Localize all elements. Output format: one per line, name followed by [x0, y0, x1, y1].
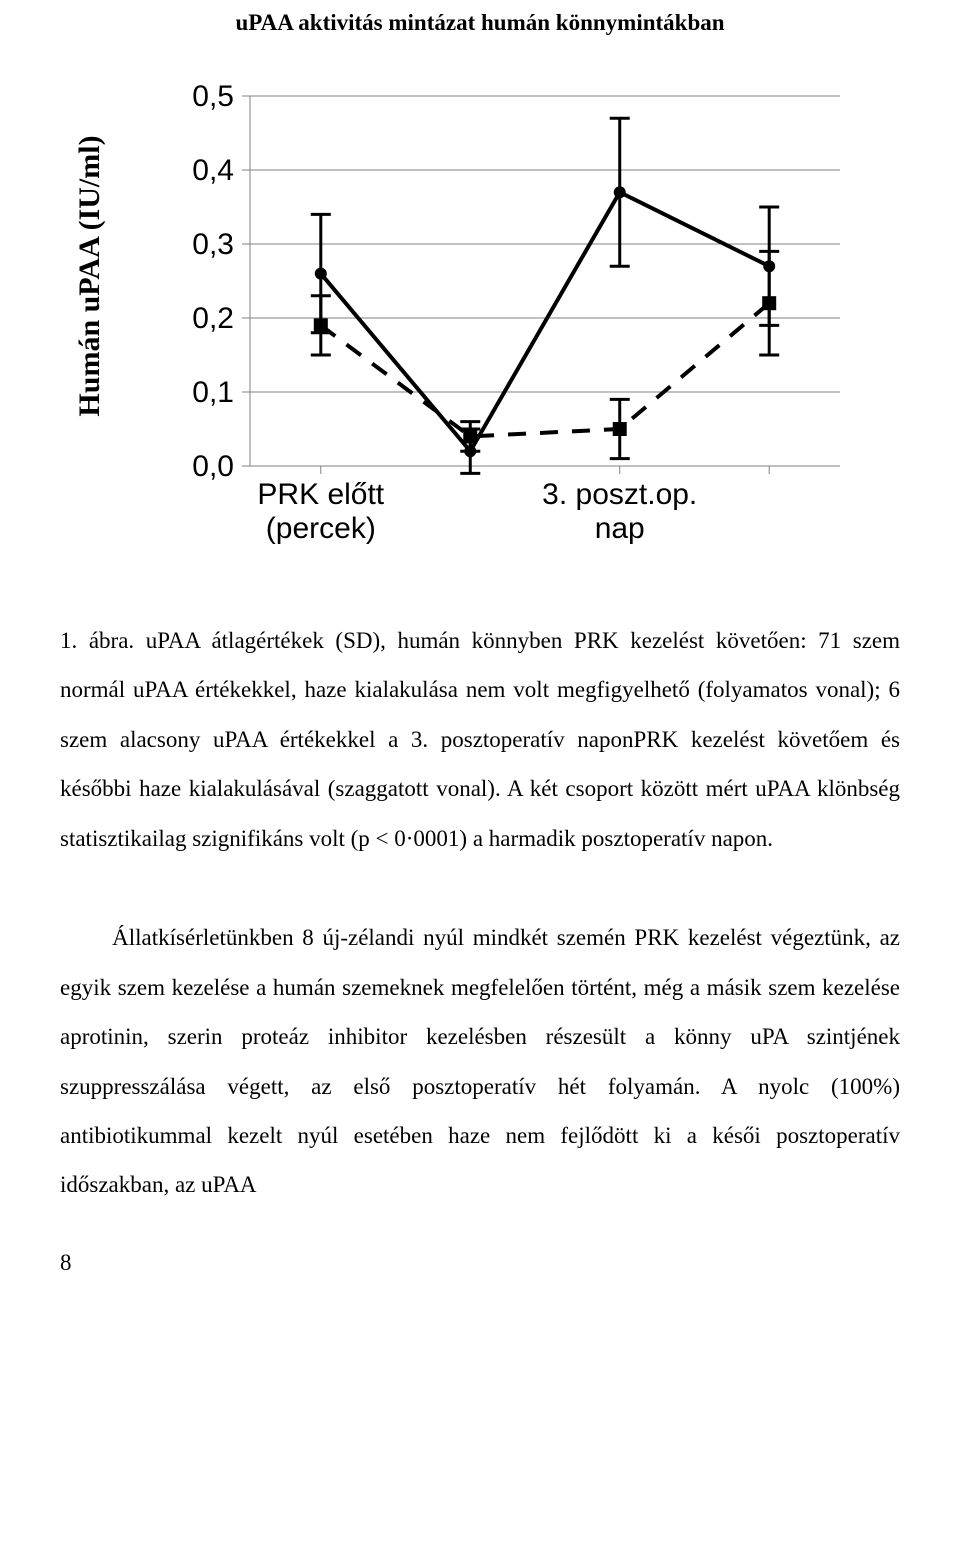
svg-text:0,1: 0,1: [192, 376, 234, 409]
page-number: 8: [60, 1250, 900, 1276]
chart-title: uPAA aktivitás mintázat humán könnymintá…: [60, 10, 900, 36]
svg-text:0,0: 0,0: [192, 450, 234, 483]
figure-caption-text: uPAA átlagértékek (SD), humán könnyben P…: [60, 628, 900, 851]
svg-text:PRK előtt: PRK előtt: [257, 478, 384, 511]
svg-text:(percek): (percek): [266, 512, 376, 545]
upaa-chart: 0,0 0,1 0,2 0,3 0,4 0,5 PRK előtt(percek) 3. po…: [100, 66, 860, 566]
body-text: Állatkísérletünkben 8 új-zélandi nyúl mi…: [60, 925, 900, 1197]
svg-text:0,3: 0,3: [192, 228, 234, 261]
svg-text:0,4: 0,4: [192, 154, 234, 187]
page: uPAA aktivitás mintázat humán könnymintá…: [0, 10, 960, 1316]
figure-caption: 1. ábra. uPAA átlagértékek (SD), humán k…: [60, 616, 900, 863]
svg-text:0,2: 0,2: [192, 302, 234, 335]
figure-label: 1. ábra.: [60, 628, 134, 653]
svg-text:0,5: 0,5: [192, 80, 234, 113]
chart-container: Humán uPAA (IU/ml) 0,00,10,20,30,40,5PRK…: [100, 66, 860, 566]
y-axis-label: Humán uPAA (IU/ml): [73, 135, 107, 416]
svg-text:3. poszt.op.: 3. poszt.op.: [542, 478, 697, 511]
body-paragraph: Állatkísérletünkben 8 új-zélandi nyúl mi…: [60, 913, 900, 1210]
svg-text:nap: nap: [595, 512, 645, 545]
